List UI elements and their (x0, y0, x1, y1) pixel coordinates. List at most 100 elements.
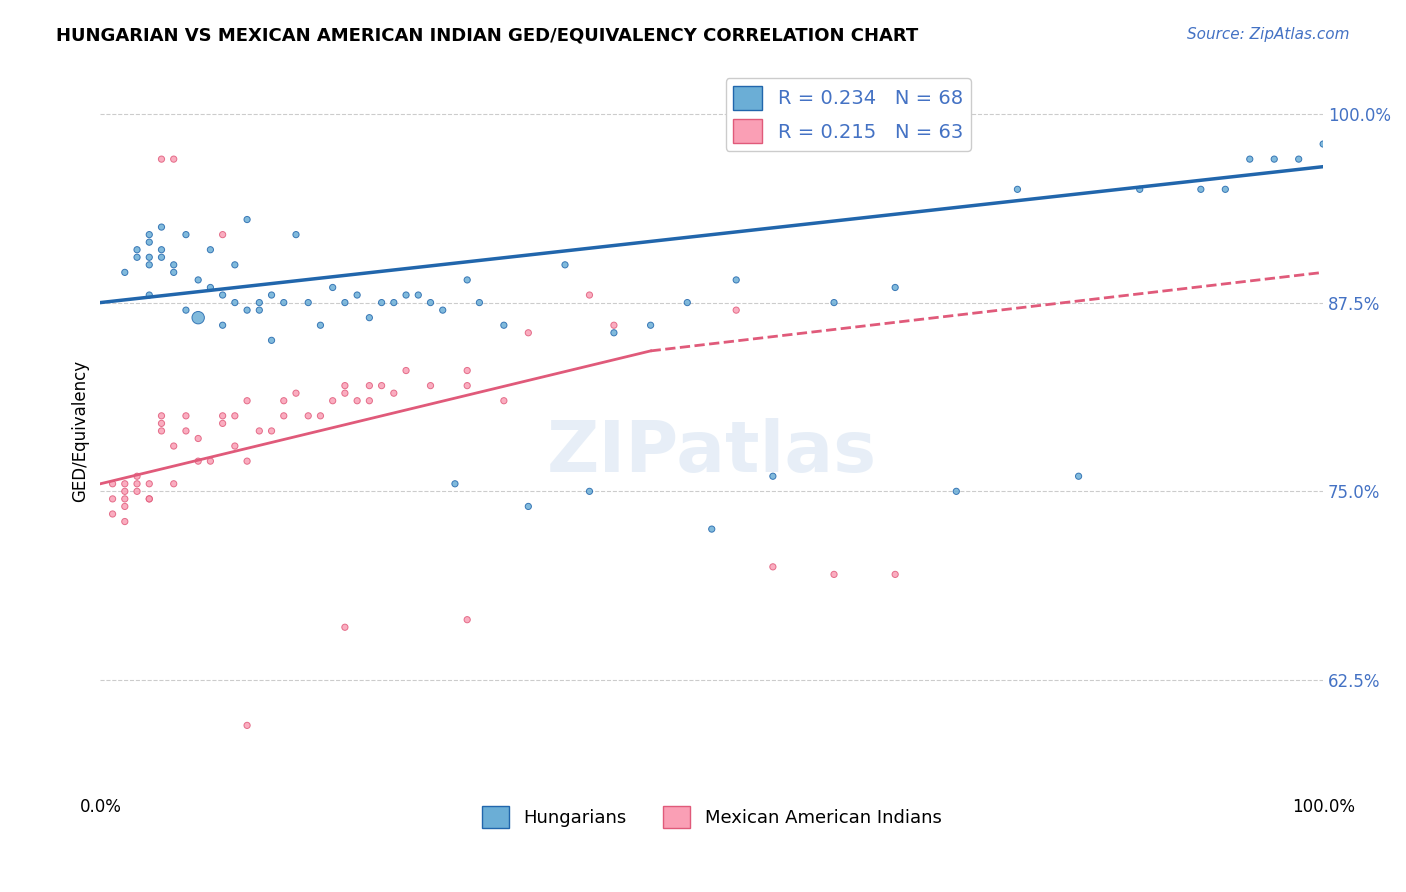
Point (150, 152, 173, 166)
Legend: Hungarians, Mexican American Indians: Hungarians, Mexican American Indians (475, 798, 949, 835)
Point (200, 243, 222, 257)
Point (125, 243, 148, 257)
Point (260, 334, 283, 348)
Point (884, 280, 907, 294)
Point (762, 559, 785, 574)
Point (138, 491, 160, 506)
Point (370, 295, 392, 310)
Point (578, 288, 600, 302)
Point (125, 476, 148, 491)
Point (224, 258, 246, 272)
Point (492, 318, 515, 333)
Point (211, 409, 233, 423)
Point (333, 620, 356, 634)
Point (211, 288, 233, 302)
Point (1189, 182, 1212, 196)
Point (125, 250, 148, 264)
Point (174, 409, 197, 423)
Point (174, 303, 197, 318)
Point (1213, 182, 1236, 196)
Point (517, 326, 540, 340)
Point (322, 393, 344, 408)
Point (273, 409, 295, 423)
Point (163, 265, 186, 279)
Point (1312, 136, 1334, 151)
Point (456, 613, 478, 627)
Point (603, 326, 626, 340)
Point (260, 288, 283, 302)
Point (823, 567, 845, 582)
Point (370, 378, 392, 392)
Point (1007, 182, 1029, 196)
Point (224, 409, 246, 423)
Point (884, 567, 907, 582)
Point (138, 258, 160, 272)
Point (554, 258, 576, 272)
Point (187, 432, 209, 446)
Text: Source: ZipAtlas.com: Source: ZipAtlas.com (1187, 27, 1350, 42)
Point (382, 386, 405, 401)
Point (285, 227, 308, 242)
Point (247, 303, 270, 318)
Point (1067, 469, 1090, 483)
Point (101, 491, 124, 506)
Point (114, 515, 136, 529)
Point (823, 295, 845, 310)
Point (138, 476, 160, 491)
Point (432, 303, 454, 318)
Point (114, 484, 136, 499)
Point (187, 273, 209, 287)
Point (1263, 152, 1285, 166)
Point (395, 288, 418, 302)
Point (150, 409, 173, 423)
Point (224, 295, 246, 310)
Point (236, 393, 259, 408)
Point (211, 318, 233, 333)
Point (247, 424, 270, 438)
Point (138, 288, 160, 302)
Point (224, 439, 246, 453)
Point (211, 227, 233, 242)
Point (273, 295, 295, 310)
Point (163, 152, 186, 166)
Text: ZIPatlas: ZIPatlas (547, 418, 877, 487)
Point (285, 386, 308, 401)
Point (273, 393, 295, 408)
Point (456, 363, 478, 377)
Point (150, 250, 173, 264)
Point (101, 476, 124, 491)
Point (309, 409, 332, 423)
Point (114, 265, 136, 279)
Point (333, 386, 356, 401)
Point (150, 220, 173, 235)
Point (333, 295, 356, 310)
Point (200, 280, 222, 294)
Point (150, 417, 173, 431)
Point (211, 417, 233, 431)
Point (1129, 182, 1152, 196)
Point (359, 310, 381, 325)
Point (138, 235, 160, 249)
Point (150, 424, 173, 438)
Point (456, 378, 478, 392)
Point (138, 227, 160, 242)
Point (359, 393, 381, 408)
Point (346, 288, 368, 302)
Point (138, 250, 160, 264)
Point (456, 273, 478, 287)
Point (640, 318, 662, 333)
Point (125, 469, 148, 483)
Point (174, 227, 197, 242)
Point (236, 718, 259, 732)
Point (236, 212, 259, 227)
Point (309, 318, 332, 333)
Point (419, 378, 441, 392)
Point (395, 363, 418, 377)
Point (114, 500, 136, 514)
Point (187, 310, 209, 325)
Point (150, 243, 173, 257)
Point (101, 507, 124, 521)
Point (419, 295, 441, 310)
Point (297, 295, 319, 310)
Text: HUNGARIAN VS MEXICAN AMERICAN INDIAN GED/EQUIVALENCY CORRELATION CHART: HUNGARIAN VS MEXICAN AMERICAN INDIAN GED… (56, 27, 918, 45)
